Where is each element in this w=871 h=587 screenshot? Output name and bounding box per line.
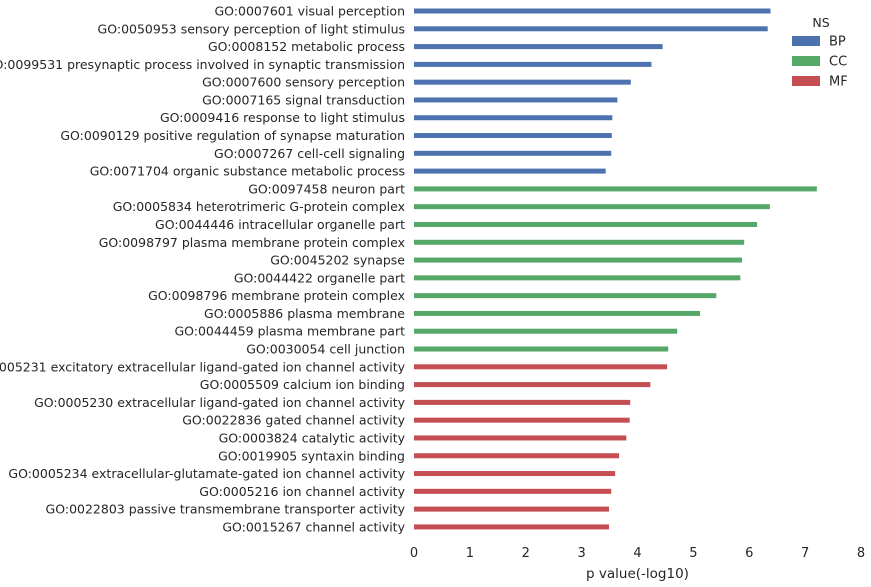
legend-swatch-cc bbox=[792, 56, 820, 66]
category-label-2: GO:0050953 sensory perception of light s… bbox=[98, 21, 405, 36]
bar-4 bbox=[414, 61, 652, 67]
x-tick-label-2: 2 bbox=[522, 546, 530, 561]
bar-29 bbox=[414, 506, 610, 512]
bar-8 bbox=[414, 133, 612, 139]
category-label-13: GO:0044446 intracellular organelle part bbox=[155, 217, 405, 232]
category-label-19: GO:0044459 plasma membrane part bbox=[174, 324, 405, 339]
bar-6 bbox=[414, 97, 618, 103]
category-label-11: GO:0097458 neuron part bbox=[248, 181, 405, 196]
category-label-6: GO:0007165 signal transduction bbox=[202, 92, 405, 107]
bar-2 bbox=[414, 26, 768, 32]
x-tick-label-5: 5 bbox=[689, 546, 697, 561]
bar-16 bbox=[414, 275, 741, 281]
x-tick-label-1: 1 bbox=[466, 546, 474, 561]
bars-group bbox=[414, 8, 817, 530]
category-label-30: GO:0015267 channel activity bbox=[222, 519, 405, 534]
x-tick-label-0: 0 bbox=[410, 546, 418, 561]
bar-14 bbox=[414, 239, 745, 245]
bar-26 bbox=[414, 453, 620, 459]
bar-7 bbox=[414, 115, 613, 121]
legend-label-bp: BP bbox=[829, 35, 846, 50]
category-label-22: GO:0005509 calcium ion binding bbox=[200, 377, 405, 392]
legend: NS BP CC MF bbox=[792, 15, 848, 90]
x-tick-label-8: 8 bbox=[857, 546, 865, 561]
category-label-3: GO:0008152 metabolic process bbox=[208, 39, 405, 54]
bar-20 bbox=[414, 346, 669, 352]
category-label-14: GO:0098797 plasma membrane protein compl… bbox=[99, 235, 405, 250]
bar-1 bbox=[414, 8, 771, 14]
bar-12 bbox=[414, 204, 770, 210]
bar-17 bbox=[414, 293, 717, 299]
category-label-18: GO:0005886 plasma membrane bbox=[204, 306, 405, 321]
x-axis-label: p value(-log10) bbox=[586, 566, 689, 582]
bar-11 bbox=[414, 186, 817, 192]
bar-3 bbox=[414, 44, 663, 50]
bar-15 bbox=[414, 257, 742, 263]
bar-28 bbox=[414, 488, 612, 494]
category-label-4: GO:0099531 presynaptic process involved … bbox=[0, 57, 405, 72]
bar-5 bbox=[414, 79, 631, 85]
category-label-17: GO:0098796 membrane protein complex bbox=[148, 288, 405, 303]
x-tick-label-6: 6 bbox=[745, 546, 753, 561]
category-label-27: GO:0005234 extracellular-glutamate-gated… bbox=[8, 466, 405, 481]
category-label-28: GO:0005216 ion channel activity bbox=[199, 484, 405, 499]
category-label-5: GO:0007600 sensory perception bbox=[202, 75, 405, 90]
bar-30 bbox=[414, 524, 610, 530]
category-label-10: GO:0071704 organic substance metabolic p… bbox=[90, 164, 405, 179]
category-label-1: GO:0007601 visual perception bbox=[214, 4, 405, 19]
category-label-26: GO:0019905 syntaxin binding bbox=[218, 448, 405, 463]
category-label-9: GO:0007267 cell-cell signaling bbox=[214, 146, 405, 161]
bar-21 bbox=[414, 364, 668, 370]
bar-25 bbox=[414, 435, 627, 441]
category-labels-group: GO:0007601 visual perception GO:0050953 s… bbox=[0, 4, 406, 535]
bar-18 bbox=[414, 310, 701, 316]
bar-22 bbox=[414, 382, 651, 388]
bar-9 bbox=[414, 150, 612, 156]
category-label-24: GO:0022836 gated channel activity bbox=[182, 413, 405, 428]
x-axis-ticks-group: 0 1 2 3 4 5 6 7 8 bbox=[410, 546, 865, 561]
legend-swatch-mf bbox=[792, 76, 820, 86]
category-label-21: GO:0005231 excitatory extracellular liga… bbox=[0, 359, 406, 374]
legend-label-mf: MF bbox=[829, 75, 848, 90]
legend-swatch-bp bbox=[792, 36, 820, 46]
bar-10 bbox=[414, 168, 606, 174]
category-label-25: GO:0003824 catalytic activity bbox=[219, 430, 406, 445]
category-label-15: GO:0045202 synapse bbox=[270, 253, 405, 268]
category-label-20: GO:0030054 cell junction bbox=[246, 342, 405, 357]
legend-label-cc: CC bbox=[829, 55, 847, 70]
bar-13 bbox=[414, 221, 758, 227]
category-label-29: GO:0022803 passive transmembrane transpo… bbox=[46, 502, 406, 517]
category-label-12: GO:0005834 heterotrimeric G-protein comp… bbox=[113, 199, 405, 214]
category-label-16: GO:0044422 organelle part bbox=[234, 270, 405, 285]
x-tick-label-4: 4 bbox=[633, 546, 641, 561]
bar-19 bbox=[414, 328, 678, 334]
bar-24 bbox=[414, 417, 630, 423]
x-tick-label-3: 3 bbox=[577, 546, 585, 561]
category-label-23: GO:0005230 extracellular ligand-gated io… bbox=[34, 395, 406, 410]
bar-23 bbox=[414, 399, 631, 405]
legend-title: NS bbox=[812, 15, 829, 30]
bar-27 bbox=[414, 471, 616, 477]
x-tick-label-7: 7 bbox=[801, 546, 809, 561]
category-label-8: GO:0090129 positive regulation of synaps… bbox=[60, 128, 405, 143]
category-label-7: GO:0009416 response to light stimulus bbox=[160, 110, 405, 125]
